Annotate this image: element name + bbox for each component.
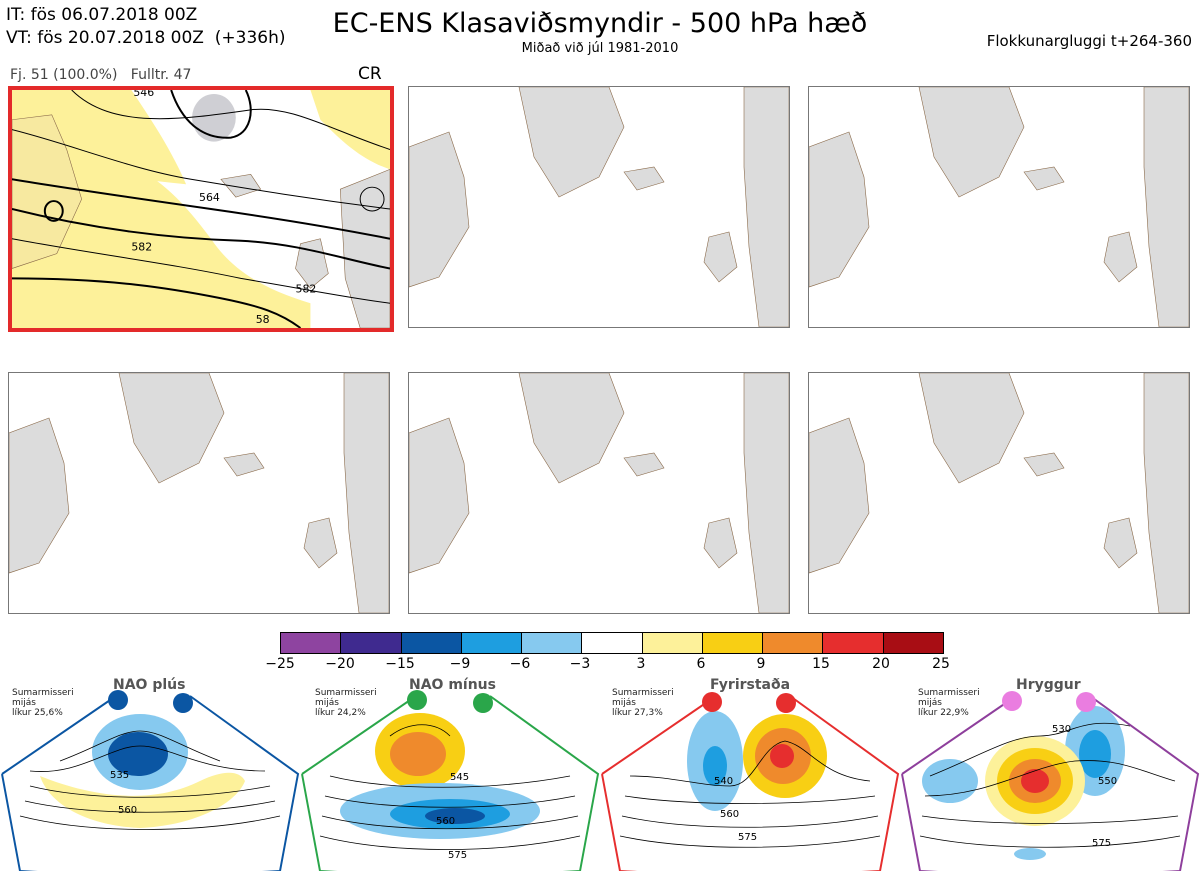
regime-ridge[interactable]: 530 550 575 xyxy=(900,676,1200,871)
colorbar-swatch xyxy=(763,633,824,653)
regime-info: Sumarmisseri mijás líkur 24,2% xyxy=(315,688,377,718)
contour-label: 560 xyxy=(436,816,455,827)
regime-blocking[interactable]: 540 560 575 xyxy=(600,676,900,871)
contour-label: 550 xyxy=(1098,776,1117,787)
regime-title: NAO mínus xyxy=(409,677,496,693)
contour-label: 575 xyxy=(738,832,757,843)
page-subtitle: Miðað við júl 1981-2010 xyxy=(521,41,679,56)
colorbar-swatch xyxy=(341,633,402,653)
cluster-map-1-svg: 546 564 582 582 58 xyxy=(12,90,390,328)
member-count: Fj. 51 (100.0%) xyxy=(10,67,118,83)
regime-season: Sumarmisseri xyxy=(612,688,674,698)
colorbar-tick: 20 xyxy=(872,656,890,672)
regime-probability: líkur 24,2% xyxy=(315,708,366,718)
regime-nao-plus[interactable]: 535 560 xyxy=(0,676,300,871)
regime-title: NAO plús xyxy=(113,677,186,693)
contour-label: 560 xyxy=(118,805,137,816)
cluster-map-5[interactable] xyxy=(408,372,790,614)
regime-season: Sumarmisseri xyxy=(12,688,74,698)
colorbar-swatch xyxy=(642,633,703,653)
contour-label: 530 xyxy=(1052,724,1071,735)
regime-average: mijás xyxy=(918,698,942,708)
colorbar-swatch xyxy=(522,633,583,653)
colorbar-swatch xyxy=(702,633,764,653)
regime-info: Sumarmisseri mijás líkur 22,9% xyxy=(918,688,980,718)
run-info: IT: fös 06.07.2018 00Z VT: fös 20.07.2018… xyxy=(6,4,285,50)
regime-probability: líkur 27,3% xyxy=(612,708,663,718)
regime-probability: líkur 25,6% xyxy=(12,708,63,718)
cluster-map-6[interactable] xyxy=(808,372,1190,614)
colorbar-tick: 6 xyxy=(696,656,706,672)
contour-label: 560 xyxy=(720,809,739,820)
page-title: EC-ENS Klasaviðsmyndir - 500 hPa hæð xyxy=(332,8,868,39)
colorbar-swatch xyxy=(582,633,643,653)
greenland-land xyxy=(12,114,82,269)
colorbar-swatch xyxy=(281,633,342,653)
contour-label: 540 xyxy=(714,776,733,787)
contour-label: 545 xyxy=(450,772,469,783)
regime-season: Sumarmisseri xyxy=(315,688,377,698)
valid-time: VT: fös 20.07.2018 00Z (+336h) xyxy=(6,28,286,48)
height-contours xyxy=(12,90,390,328)
regime-average: mijás xyxy=(315,698,339,708)
britain-land xyxy=(295,238,329,289)
anomaly-colorbar xyxy=(280,632,944,654)
cluster-map-3[interactable] xyxy=(808,86,1190,328)
regime-info: Sumarmisseri mijás líkur 25,6% xyxy=(12,688,74,718)
cluster-map-1[interactable]: 546 564 582 582 58 xyxy=(8,86,394,332)
regime-average: mijás xyxy=(612,698,636,708)
classification-window: Flokkunargluggi t+264-360 xyxy=(986,32,1192,50)
cluster-map-6-svg xyxy=(809,373,1189,613)
cluster-map-4[interactable] xyxy=(8,372,390,614)
representative-member: Fulltr. 47 xyxy=(130,67,192,83)
regime-season: Sumarmisseri xyxy=(918,688,980,698)
regime-title: Hryggur xyxy=(1016,677,1081,693)
contour-label: 582 xyxy=(296,282,317,295)
contour-label: 575 xyxy=(1092,838,1111,849)
contour-label: 564 xyxy=(199,191,220,204)
regime-info: Sumarmisseri mijás líkur 27,3% xyxy=(612,688,674,718)
regime-probability: líkur 22,9% xyxy=(918,708,969,718)
colorbar-swatch xyxy=(461,633,523,653)
cluster-map-5-svg xyxy=(409,373,789,613)
regime-ridge-svg: 530 550 575 xyxy=(901,691,1200,871)
colorbar-tick: −9 xyxy=(449,656,471,672)
contour-label: 58 xyxy=(256,313,270,326)
regime-nao-plus-svg: 535 560 xyxy=(1,690,300,871)
scandinavia-land xyxy=(339,169,390,328)
positive-anomaly-area-ne xyxy=(310,90,390,170)
colorbar-tick: 3 xyxy=(636,656,646,672)
contour-label: 575 xyxy=(448,850,467,861)
colorbar-tick: −15 xyxy=(385,656,415,672)
colorbar-swatch xyxy=(883,633,943,653)
cluster-map-2-svg xyxy=(409,87,789,327)
cluster-map-2[interactable] xyxy=(408,86,790,328)
iceland-land xyxy=(220,173,262,198)
cluster-map-3-svg xyxy=(809,87,1189,327)
colorbar-tick: 9 xyxy=(756,656,766,672)
colorbar-tick: −3 xyxy=(569,656,591,672)
regime-average: mijás xyxy=(12,698,36,708)
colorbar-tick: −25 xyxy=(265,656,295,672)
contour-label: 546 xyxy=(133,90,154,99)
negative-anomaly-area xyxy=(192,93,236,142)
cluster-map-4-svg xyxy=(9,373,389,613)
colorbar-tick: −6 xyxy=(509,656,531,672)
colorbar-tick: 15 xyxy=(812,656,830,672)
regime-blocking-svg: 540 560 575 xyxy=(601,692,900,871)
colorbar-tick: 25 xyxy=(932,656,950,672)
colorbar-swatch xyxy=(401,633,462,653)
regime-code: CR xyxy=(358,64,382,84)
regime-nao-minus-svg: 545 560 575 xyxy=(301,690,600,871)
contour-label: 535 xyxy=(110,770,129,781)
init-time: IT: fös 06.07.2018 00Z xyxy=(6,5,198,25)
regime-title: Fyrirstaða xyxy=(710,677,791,693)
contour-label: 582 xyxy=(131,241,152,254)
regime-nao-minus[interactable]: 545 560 575 xyxy=(300,676,600,871)
colorbar-tick: −20 xyxy=(325,656,355,672)
panel-meta: Fj. 51 (100.0%) Fulltr. 47 xyxy=(10,67,191,83)
colorbar-swatch xyxy=(823,633,884,653)
